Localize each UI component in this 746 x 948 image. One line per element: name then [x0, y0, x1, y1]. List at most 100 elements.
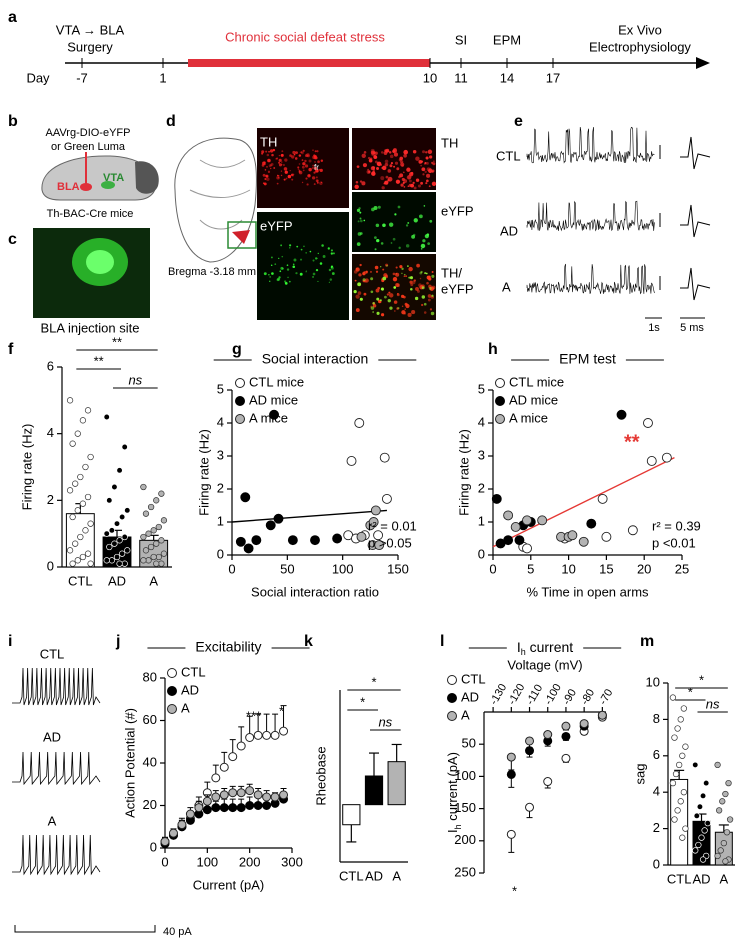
signal-dot [384, 162, 389, 167]
signal-dot [427, 242, 431, 246]
data-point [262, 801, 272, 810]
signal-dot [430, 311, 435, 316]
data-point [379, 452, 390, 463]
signal-dot [262, 182, 265, 185]
data-point [118, 513, 126, 521]
data-point [671, 816, 678, 823]
data-point [715, 807, 723, 814]
x-tick-label: -80 [579, 687, 597, 707]
signal-dot [301, 165, 305, 169]
signal-dot [317, 160, 320, 164]
signal-dot [393, 310, 396, 312]
signal-dot [407, 265, 409, 267]
signal-dot [267, 158, 271, 163]
data-point [627, 525, 638, 536]
signal-dot [420, 270, 423, 274]
signal-dot [429, 155, 433, 159]
data-point [103, 557, 110, 564]
data-point [503, 535, 514, 546]
signal-dot [370, 277, 374, 281]
signal-dot [372, 302, 375, 305]
signal-dot [316, 150, 319, 153]
signal-dot [305, 270, 307, 272]
data-point [236, 788, 246, 798]
signal-dot [380, 313, 385, 317]
data-point [118, 550, 126, 557]
signal-dot [281, 161, 283, 163]
signal-dot [312, 164, 315, 167]
data-point [211, 803, 221, 813]
signal-dot [290, 173, 294, 177]
signal-dot [302, 149, 305, 152]
signal-dot [278, 257, 280, 260]
signal-dot [264, 178, 267, 181]
data-point [202, 805, 212, 815]
signal-dot [281, 267, 284, 270]
signal-dot [304, 164, 309, 168]
signal-dot [269, 149, 274, 153]
signal-dot [410, 183, 415, 188]
stain-label: eYFP [260, 218, 293, 233]
scale-label: 5 ms [680, 322, 704, 334]
data-point [72, 480, 79, 487]
signal-dot [327, 247, 330, 250]
data-point [185, 809, 195, 819]
data-point [714, 761, 721, 769]
evoked-trace [12, 667, 101, 706]
data-point [202, 796, 212, 806]
signal-dot [305, 252, 307, 254]
signal-dot [261, 152, 264, 155]
signal-dot [263, 272, 267, 276]
signal-dot [270, 164, 272, 167]
signal-dot [357, 232, 362, 236]
signal-dot [316, 257, 318, 259]
signal-dot [431, 169, 435, 173]
signal-dot [315, 257, 318, 260]
data-point [211, 773, 221, 783]
data-point [106, 543, 113, 551]
signal-dot [292, 263, 295, 266]
signal-dot [311, 166, 315, 170]
signal-dot [278, 161, 280, 164]
data-point [177, 820, 187, 830]
data-point [228, 803, 238, 813]
signal-dot [369, 270, 373, 273]
signal-dot [285, 177, 288, 180]
y-tick-label: 5 [217, 381, 224, 396]
data-point [219, 762, 229, 772]
signal-dot [313, 154, 316, 157]
signal-dot [392, 237, 396, 241]
signal-dot [280, 170, 283, 172]
signal-dot [302, 162, 306, 166]
signal-dot [308, 167, 312, 172]
significance-label: ** [94, 353, 104, 368]
signal-dot [289, 154, 292, 157]
data-point [87, 520, 94, 527]
signal-dot [397, 205, 401, 209]
data-point [262, 792, 272, 802]
annotation: r² = 0.01 [368, 518, 417, 533]
data-point [106, 497, 113, 504]
y-tick-label: 4 [47, 425, 54, 440]
data-point [374, 540, 385, 551]
signal-dot [376, 297, 380, 301]
signal-dot [429, 308, 433, 311]
signal-dot [398, 175, 401, 179]
signal-dot [394, 161, 399, 165]
data-point [537, 515, 548, 526]
signal-dot [319, 181, 323, 185]
signal-dot [389, 306, 393, 310]
signal-dot [431, 181, 437, 186]
signal-dot [401, 305, 404, 307]
y-tick-label: 0 [47, 558, 54, 573]
data-point [692, 761, 699, 769]
signal-dot [403, 312, 407, 315]
data-point [703, 779, 710, 787]
legend-marker [447, 693, 457, 703]
signal-dot [425, 272, 428, 275]
signal-dot [274, 263, 277, 265]
data-point [155, 523, 162, 531]
event-label: EPM [493, 32, 521, 47]
signal-dot [284, 170, 288, 174]
x-tick-label: 100 [196, 854, 218, 869]
